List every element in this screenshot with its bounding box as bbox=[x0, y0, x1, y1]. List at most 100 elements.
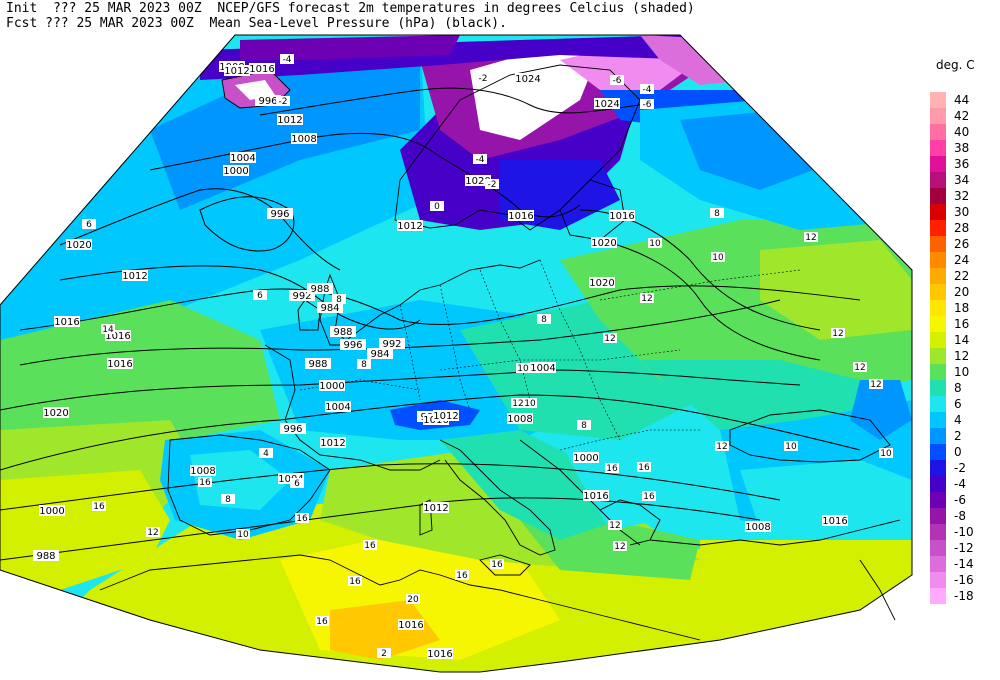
svg-text:1004: 1004 bbox=[325, 402, 350, 413]
legend-label: 42 bbox=[954, 109, 970, 123]
isobar-label: 1020 bbox=[66, 239, 92, 251]
temperature-label: 10 bbox=[523, 398, 537, 409]
temperature-label: -2 bbox=[276, 96, 290, 107]
isobar-label: 988 bbox=[33, 550, 59, 562]
svg-text:1020: 1020 bbox=[591, 238, 616, 249]
isobar-label: 1008 bbox=[745, 521, 771, 533]
legend-swatch bbox=[930, 572, 946, 588]
svg-text:6: 6 bbox=[86, 220, 92, 230]
svg-text:16: 16 bbox=[491, 560, 503, 570]
svg-text:1020: 1020 bbox=[589, 278, 614, 289]
svg-text:16: 16 bbox=[364, 541, 376, 551]
legend-swatch bbox=[930, 556, 946, 572]
temperature-label: 0 bbox=[430, 201, 444, 212]
temperature-label: 10 bbox=[236, 529, 250, 540]
legend-label: 16 bbox=[954, 317, 970, 331]
temperature-label: 10 bbox=[879, 448, 893, 459]
temperature-label: -4 bbox=[280, 54, 294, 65]
legend-label: 6 bbox=[954, 397, 962, 411]
legend-swatch bbox=[930, 204, 946, 220]
isobar-label: 1024 bbox=[515, 73, 541, 85]
temperature-label: 14 bbox=[101, 324, 115, 335]
temperature-label: 12 bbox=[715, 441, 729, 452]
temperature-label: 10 bbox=[784, 441, 798, 452]
isobar-label: 988 bbox=[307, 283, 333, 295]
svg-text:10: 10 bbox=[237, 530, 249, 540]
isobar-label: 996 bbox=[340, 339, 366, 351]
isobar-label: 1012 bbox=[433, 410, 459, 422]
isobar-label: 1000 bbox=[573, 452, 599, 464]
isobar-label: 1008 bbox=[190, 465, 216, 477]
isobar-label: 1016 bbox=[54, 316, 80, 328]
temperature-label: 6 bbox=[82, 219, 96, 230]
svg-text:1016: 1016 bbox=[249, 64, 274, 75]
svg-text:2: 2 bbox=[381, 649, 387, 659]
temperature-label: 6 bbox=[290, 478, 304, 489]
legend-entry: 20 bbox=[930, 284, 992, 300]
pressure-labels: 1016988996101610121008100410009969929889… bbox=[33, 61, 848, 660]
svg-text:1016: 1016 bbox=[583, 491, 608, 502]
svg-text:1008: 1008 bbox=[507, 414, 532, 425]
svg-text:1012: 1012 bbox=[224, 66, 249, 77]
svg-text:10: 10 bbox=[712, 253, 724, 263]
svg-text:-6: -6 bbox=[643, 100, 652, 110]
legend-entry: 26 bbox=[930, 236, 992, 252]
temperature-label: 16 bbox=[92, 501, 106, 512]
svg-text:996: 996 bbox=[343, 340, 362, 351]
temperature-labels: -4-2-2-4-6-6-40-266 888101012121281012121… bbox=[82, 54, 893, 659]
temperature-label: -4 bbox=[640, 84, 654, 95]
svg-text:0: 0 bbox=[434, 202, 440, 212]
isobar-label: 1020 bbox=[591, 237, 617, 249]
svg-text:1012: 1012 bbox=[423, 503, 448, 514]
svg-text:12: 12 bbox=[614, 542, 625, 552]
legend-label: 32 bbox=[954, 189, 970, 203]
legend-label: 14 bbox=[954, 333, 970, 347]
isobar-label: 1012 bbox=[423, 502, 449, 514]
svg-text:6: 6 bbox=[257, 291, 263, 301]
svg-text:1004: 1004 bbox=[230, 153, 255, 164]
legend-swatch bbox=[930, 92, 946, 108]
temperature-label: 12 bbox=[146, 527, 160, 538]
header-init-line: Init ??? 25 MAR 2023 00Z NCEP/GFS foreca… bbox=[6, 1, 695, 16]
legend-swatch bbox=[930, 332, 946, 348]
legend-entry: 36 bbox=[930, 156, 992, 172]
legend-swatch bbox=[930, 284, 946, 300]
svg-text:1012: 1012 bbox=[433, 411, 458, 422]
legend-label: 4 bbox=[954, 413, 962, 427]
legend-entry: 32 bbox=[930, 188, 992, 204]
legend-entry: 14 bbox=[930, 332, 992, 348]
header-fcst-line: Fcst ??? 25 MAR 2023 00Z Mean Sea-Level … bbox=[6, 16, 507, 31]
svg-text:1012: 1012 bbox=[397, 221, 422, 232]
isobar-label: 1020 bbox=[589, 277, 615, 289]
svg-text:996: 996 bbox=[283, 424, 302, 435]
isobar-label: 1012 bbox=[397, 220, 423, 232]
svg-text:16: 16 bbox=[456, 571, 468, 581]
svg-text:1008: 1008 bbox=[291, 134, 316, 145]
svg-text:8: 8 bbox=[714, 209, 720, 219]
svg-text:16: 16 bbox=[349, 577, 361, 587]
svg-text:1016: 1016 bbox=[822, 516, 847, 527]
legend-label: 12 bbox=[954, 349, 970, 363]
legend-entry: 8 bbox=[930, 380, 992, 396]
legend-label: 2 bbox=[954, 429, 962, 443]
isobar-label: 1000 bbox=[319, 380, 345, 392]
legend-label: 28 bbox=[954, 221, 970, 235]
legend-swatch bbox=[930, 396, 946, 412]
temperature-label: 16 bbox=[605, 463, 619, 474]
legend-swatch bbox=[930, 428, 946, 444]
svg-text:-2: -2 bbox=[279, 97, 288, 107]
isobar-label: 1016 bbox=[583, 490, 609, 502]
svg-text:1024: 1024 bbox=[594, 99, 619, 110]
svg-text:16: 16 bbox=[199, 478, 211, 488]
temperature-label: 12 bbox=[869, 379, 883, 390]
legend-label: -6 bbox=[954, 493, 966, 507]
svg-text:12: 12 bbox=[604, 334, 615, 344]
svg-text:984: 984 bbox=[320, 303, 339, 314]
isobar-label: 996 bbox=[255, 95, 281, 107]
isobar-label: 1008 bbox=[291, 133, 317, 145]
svg-text:16: 16 bbox=[93, 502, 105, 512]
legend-swatch bbox=[930, 524, 946, 540]
svg-text:8: 8 bbox=[581, 421, 587, 431]
legend-label: 36 bbox=[954, 157, 970, 171]
isobar-label: 1016 bbox=[249, 63, 275, 75]
